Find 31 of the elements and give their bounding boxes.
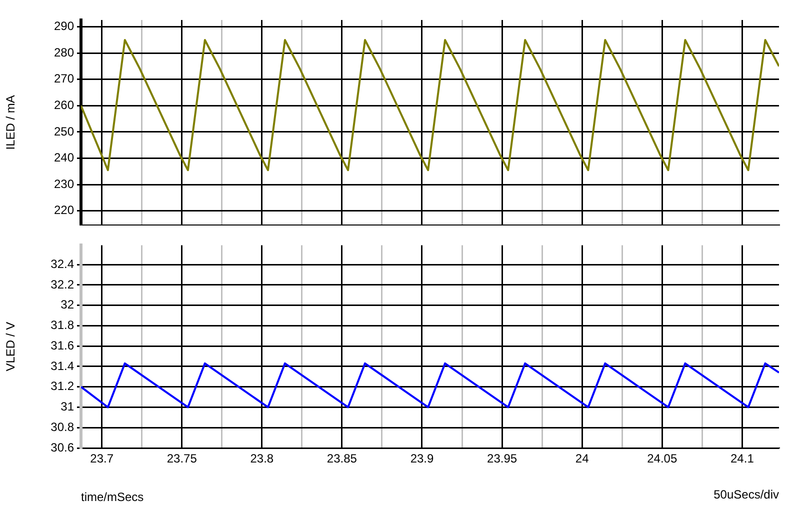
x-tick-label: 23.8 xyxy=(250,452,274,466)
x-tick-label: 23.7 xyxy=(90,452,114,466)
y-tick-label: 31 xyxy=(60,400,74,414)
y-axis-title: VLED / V xyxy=(4,322,18,372)
y-tick-label: 260 xyxy=(54,98,74,112)
y-tick-label: 220 xyxy=(54,203,74,218)
y-tick-label: 31.6 xyxy=(50,338,74,352)
y-tick-label: 30.6 xyxy=(50,440,74,454)
y-tick-label: 30.8 xyxy=(50,420,74,434)
y-tick-label: 240 xyxy=(54,150,74,165)
y-tick-label: 31.4 xyxy=(50,358,74,373)
y-axis-title: ILED / mA xyxy=(4,95,18,150)
y-tick-label: 31.8 xyxy=(50,318,74,332)
x-tick-label: 24.05 xyxy=(647,452,678,466)
x-axis-title: time/mSecs xyxy=(81,490,144,504)
y-tick-label: 32.4 xyxy=(50,256,74,271)
x-tick-label: 23.9 xyxy=(410,452,434,466)
y-tick-label: 270 xyxy=(54,72,74,86)
x-tick-label: 23.75 xyxy=(166,452,198,466)
y-tick-label: 290 xyxy=(54,19,74,34)
y-tick-label: 280 xyxy=(54,45,74,60)
x-tick-label: 23.85 xyxy=(326,452,358,466)
y-tick-label: 32.2 xyxy=(50,277,74,292)
y-tick-label: 31.2 xyxy=(50,379,74,394)
y-tick-label: 230 xyxy=(54,176,74,191)
x-tick-label: 23.95 xyxy=(487,452,518,466)
y-tick-label: 250 xyxy=(54,124,74,138)
y-tick-label: 32 xyxy=(60,298,74,312)
text: 50uSecs/div xyxy=(714,487,779,502)
x-tick-label: 24.1 xyxy=(730,452,754,466)
x-tick-label: 24 xyxy=(575,452,590,466)
